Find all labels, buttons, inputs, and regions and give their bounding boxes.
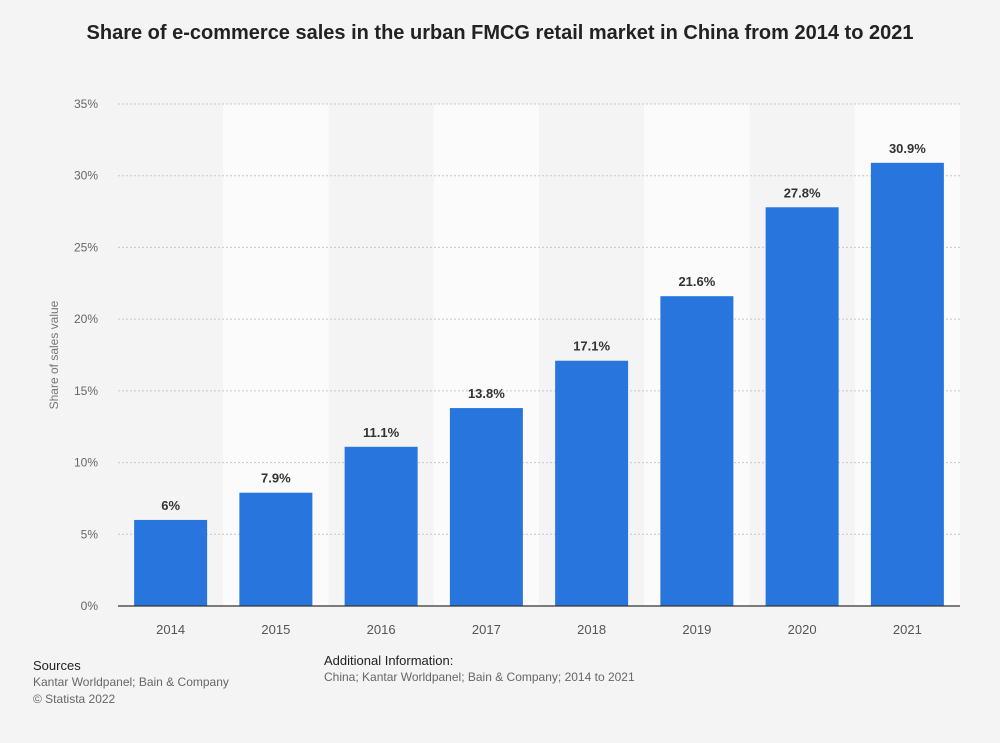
sources-heading: Sources — [33, 658, 81, 673]
bar-2019 — [660, 296, 734, 606]
y-tick-label: 10% — [74, 456, 98, 470]
bar-2014 — [134, 519, 208, 606]
x-tick-label: 2020 — [788, 622, 817, 637]
x-tick-label: 2018 — [577, 622, 606, 637]
x-tick-label: 2015 — [261, 622, 290, 637]
data-label: 27.8% — [784, 185, 821, 200]
additional-info-text: China; Kantar Worldpanel; Bain & Company… — [324, 670, 635, 684]
data-label: 7.9% — [261, 471, 291, 486]
data-label: 13.8% — [468, 386, 505, 401]
sources-block: Sources Kantar Worldpanel; Bain & Compan… — [33, 657, 229, 708]
bar-2016 — [344, 446, 418, 606]
x-tick-label: 2019 — [682, 622, 711, 637]
copyright-line: © Statista 2022 — [33, 692, 116, 706]
data-label: 30.9% — [889, 141, 926, 156]
y-tick-label: 25% — [74, 240, 98, 254]
y-tick-label: 20% — [74, 312, 98, 326]
bar-2015 — [239, 492, 313, 606]
y-tick-label: 30% — [74, 169, 98, 183]
x-tick-label: 2016 — [367, 622, 396, 637]
data-label: 6% — [161, 498, 180, 513]
x-tick-label: 2017 — [472, 622, 501, 637]
bar-2017 — [449, 408, 523, 606]
data-label: 11.1% — [363, 425, 400, 440]
y-tick-label: 15% — [74, 384, 98, 398]
data-label: 21.6% — [678, 274, 715, 289]
bar-2020 — [765, 207, 839, 607]
y-axis-title: Share of sales value — [47, 300, 61, 409]
y-tick-label: 35% — [74, 97, 98, 111]
y-tick-label: 5% — [81, 527, 99, 541]
y-tick-label: 0% — [81, 599, 99, 613]
chart-title: Share of e-commerce sales in the urban F… — [86, 22, 914, 44]
additional-info-heading: Additional Information: — [324, 653, 454, 668]
bar-2021 — [870, 162, 944, 606]
sources-line: Kantar Worldpanel; Bain & Company — [33, 675, 229, 689]
bar-2018 — [555, 360, 629, 606]
data-label: 17.1% — [573, 339, 610, 354]
additional-info-block: Additional Information: China; Kantar Wo… — [324, 652, 635, 686]
x-tick-label: 2014 — [156, 622, 185, 637]
x-tick-label: 2021 — [893, 622, 922, 637]
